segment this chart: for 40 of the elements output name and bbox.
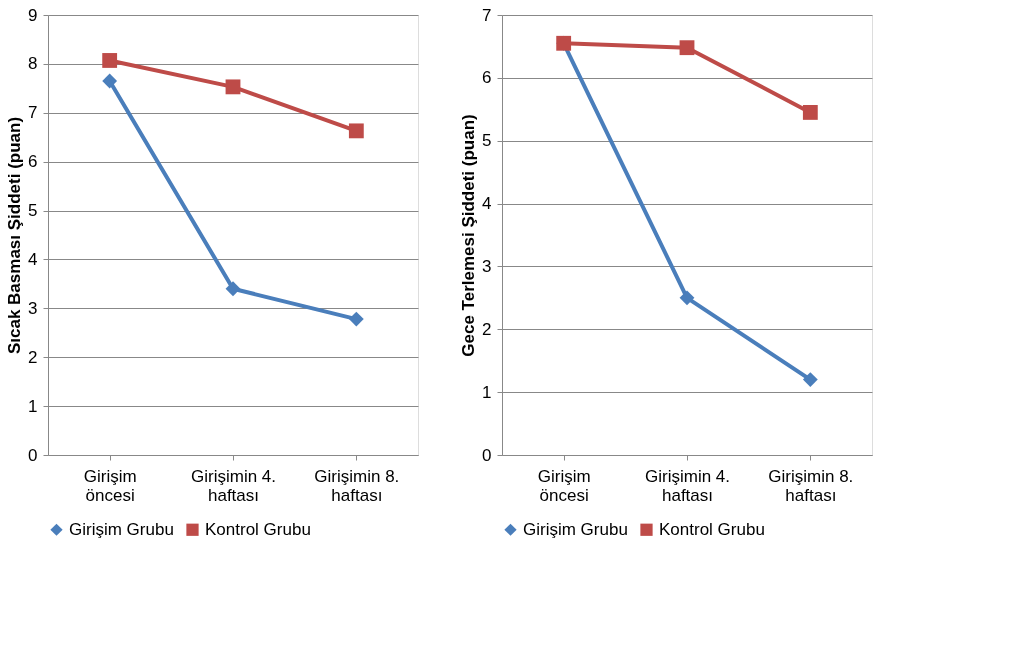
y-tick-label: 7 [482,5,492,25]
legend-label: Girişim Grubu [523,519,628,539]
legend-label: Girişim Grubu [69,519,174,539]
y-tick-label: 5 [482,131,492,151]
y-tick-label: 6 [482,68,492,88]
point [225,281,241,297]
point [225,79,241,95]
point [802,105,818,120]
legend-label: Kontrol Grubu [205,519,311,539]
legend-label: Kontrol Grubu [659,519,765,539]
x-tick-label: Girişimin 8. haftası [768,466,854,505]
y-tick-label: 7 [28,103,38,123]
point [679,290,695,306]
point [348,311,364,327]
y-tick-label: 3 [482,256,492,276]
y-tick-label: 1 [28,396,38,416]
x-tick-label: Girişimin 4. haftası [644,466,731,505]
point [102,53,118,68]
y-tick-label: 0 [482,445,492,465]
y-tick-label: 4 [482,194,492,214]
y-tick-label: 0 [28,445,38,465]
y-tick-label: 6 [28,152,38,172]
y-tick-label: 4 [28,249,38,269]
y-tick-label: 3 [28,298,38,318]
x-tick-label: Girişimin 8. haftası [314,466,400,505]
y-tick-label: 2 [28,347,38,367]
point [348,123,364,139]
y-tick-label: 8 [28,54,38,74]
y-tick-label: 9 [28,5,38,25]
point [102,73,118,89]
y-axis-title: Sıcak Basması Şiddeti (puan) [5,116,25,355]
x-tick-label: Girişim öncesi [83,466,137,505]
point [802,372,818,387]
point [679,40,695,56]
y-axis-title: Gece Terlemesi Şiddeti (puan) [459,114,479,357]
y-tick-label: 2 [482,319,492,339]
y-tick-label: 1 [482,382,492,402]
y-tick-label: 5 [28,201,38,221]
x-tick-label: Girişimin 4. haftası [190,466,277,505]
x-tick-label: Girişim öncesi [537,466,591,505]
